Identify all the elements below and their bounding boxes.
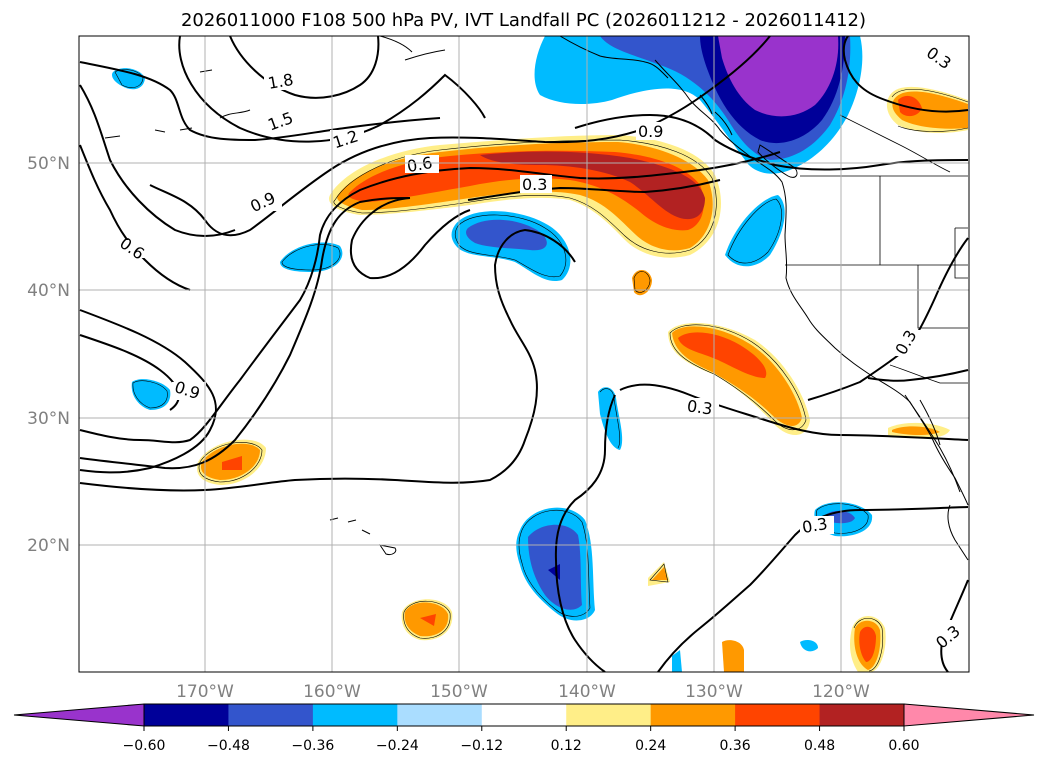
lon-label: 170°W bbox=[176, 682, 234, 702]
gridlines bbox=[79, 36, 969, 672]
map-panel: 1.8 1.5 1.2 0.9 0.6 0.6 0.3 0.9 0.9 0.3 … bbox=[79, 36, 969, 672]
lat-label: 50°N bbox=[27, 154, 70, 174]
colorbar-bin bbox=[397, 704, 483, 726]
colorbar-bin bbox=[735, 704, 821, 726]
lat-label: 20°N bbox=[27, 536, 70, 556]
colorbar-tick-label: −0.12 bbox=[460, 738, 503, 754]
colorbar: −0.60 −0.48 −0.36 −0.24 −0.12 0.12 0.24 0.36 0.4… bbox=[13, 703, 1035, 754]
colorbar-tick-label: 0.12 bbox=[551, 738, 582, 754]
colorbar-tick-label: 0.36 bbox=[720, 738, 751, 754]
contour-label: 0.6 bbox=[405, 153, 433, 176]
map-frame bbox=[78, 35, 970, 673]
longitude-labels: 170°W 160°W 150°W 140°W 130°W 120°W bbox=[176, 682, 870, 702]
political-boundaries bbox=[785, 114, 968, 384]
contour-labels: 1.8 1.5 1.2 0.9 0.6 0.6 0.3 0.9 0.9 0.3 … bbox=[115, 43, 964, 652]
colorbar-bin bbox=[819, 704, 905, 726]
map-title: 2026011000 F108 500 hPa PV, IVT Landfall… bbox=[180, 10, 867, 31]
colorbar-ticks: −0.60 −0.48 −0.36 −0.24 −0.12 0.12 0.24 0.36 0.4… bbox=[123, 726, 920, 754]
colorbar-extend-left bbox=[13, 703, 145, 727]
lon-label: 140°W bbox=[558, 682, 616, 702]
colorbar-tick-label: 0.60 bbox=[888, 738, 919, 754]
colorbar-bin bbox=[566, 704, 652, 726]
lon-label: 160°W bbox=[303, 682, 361, 702]
colorbar-bin bbox=[481, 704, 567, 726]
coastlines bbox=[104, 36, 969, 561]
colorbar-tick-label: −0.36 bbox=[291, 738, 334, 754]
colorbar-tick-label: −0.24 bbox=[376, 738, 419, 754]
contour-label: 0.3 bbox=[801, 514, 829, 537]
lat-label: 30°N bbox=[27, 409, 70, 429]
colorbar-tick-label: 0.24 bbox=[635, 738, 666, 754]
colorbar-frame bbox=[143, 703, 905, 727]
contour-label: 1.8 bbox=[266, 70, 294, 93]
negative-anomaly-fills bbox=[112, 36, 873, 672]
colorbar-bin bbox=[312, 704, 398, 726]
colorbar-tick-label: −0.60 bbox=[123, 738, 166, 754]
colorbar-tick-label: −0.48 bbox=[207, 738, 250, 754]
colorbar-bin bbox=[228, 704, 314, 726]
lon-label: 130°W bbox=[685, 682, 743, 702]
contour-label: 0.9 bbox=[638, 122, 663, 141]
colorbar-bin bbox=[144, 704, 229, 726]
colorbar-bins bbox=[144, 704, 905, 726]
colorbar-bin bbox=[650, 704, 736, 726]
colorbar-extend-right bbox=[903, 703, 1035, 727]
lon-label: 120°W bbox=[812, 682, 870, 702]
contour-label: 0.3 bbox=[686, 396, 714, 418]
lon-label: 150°W bbox=[430, 682, 488, 702]
latitude-labels: 50°N 40°N 30°N 20°N bbox=[27, 154, 70, 556]
lat-label: 40°N bbox=[27, 281, 70, 301]
contour-label: 0.3 bbox=[522, 175, 547, 194]
colorbar-tick-label: 0.48 bbox=[804, 738, 835, 754]
